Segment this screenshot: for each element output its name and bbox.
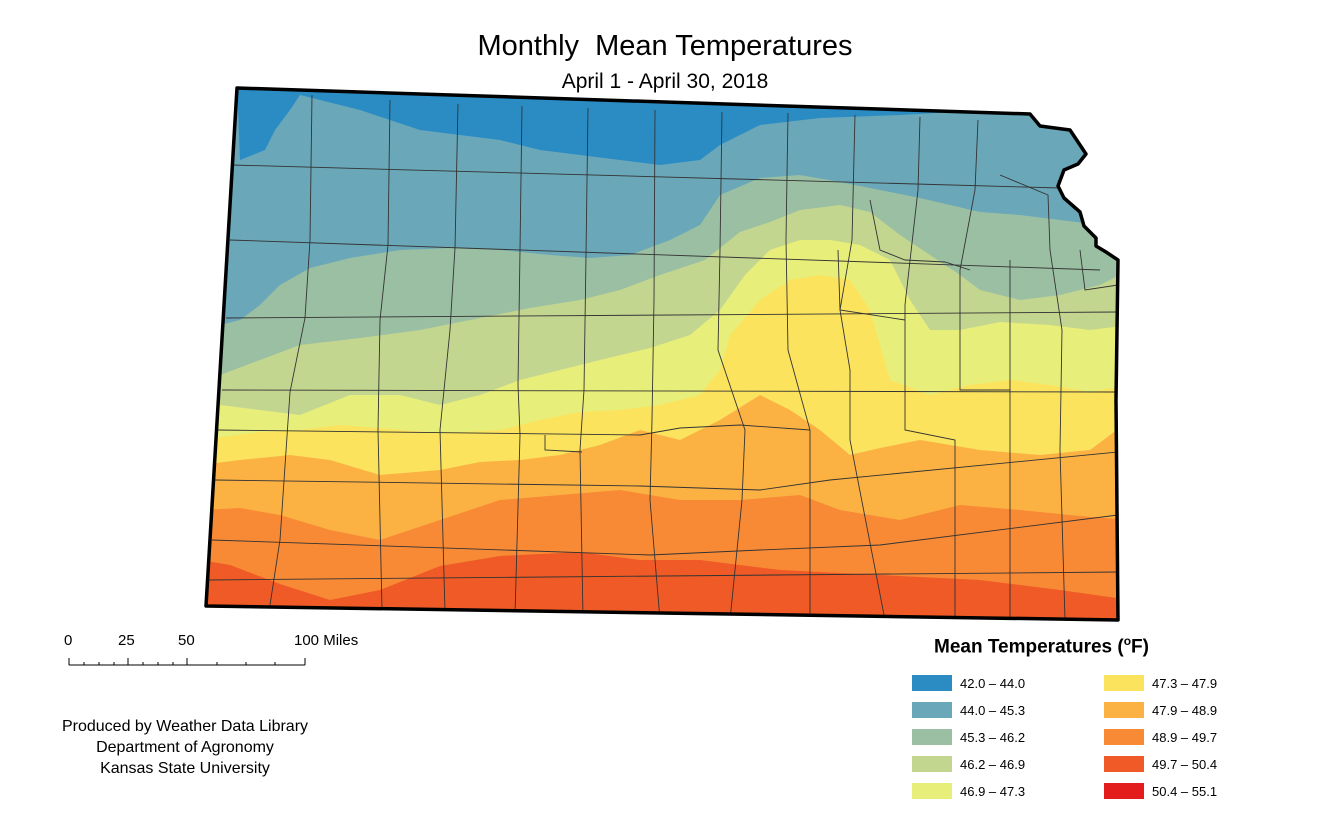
scale-tick-label: 25	[118, 632, 135, 649]
legend-label: 44.0 – 45.3	[960, 703, 1026, 718]
legend-label: 50.4 – 55.1	[1152, 784, 1218, 799]
credit-line: Department of Agronomy	[96, 739, 274, 756]
credit-block: Produced by Weather Data Library Departm…	[30, 716, 340, 779]
legend-swatch	[912, 729, 952, 745]
county-lines	[207, 94, 1118, 620]
credit-line: Kansas State University	[100, 760, 270, 777]
map-title: Monthly Mean Temperatures	[477, 30, 853, 62]
credit-line: Produced by Weather Data Library	[61, 718, 309, 735]
scale-tick-label: 50	[178, 632, 195, 649]
legend-title: Mean Temperatures (oF)	[934, 634, 1149, 658]
band-50-4-55-1	[522, 612, 578, 620]
legend-label: 47.9 – 48.9	[1152, 703, 1218, 718]
legend-swatch	[1104, 729, 1144, 745]
kansas-state-outline	[204, 86, 1120, 622]
legend-swatch	[912, 702, 952, 718]
legend-swatch	[912, 783, 952, 799]
scale-tick-label: 0	[64, 632, 73, 649]
legend-swatch	[1104, 675, 1144, 691]
legend-swatch	[912, 675, 952, 691]
scale-bar-graphic	[68, 658, 306, 666]
scale-tick-label: 100 Miles	[294, 632, 359, 649]
legend-swatch	[912, 756, 952, 772]
temperature-bands	[206, 88, 1118, 620]
legend-swatch	[1104, 756, 1144, 772]
legend-label: 45.3 – 46.2	[960, 730, 1026, 745]
legend-swatch	[1104, 702, 1144, 718]
legend-label: 48.9 – 49.7	[1152, 730, 1218, 745]
legend-swatch	[1104, 783, 1144, 799]
scale-bar: 0 25 50 100 Miles	[60, 632, 380, 672]
legend-label: 46.9 – 47.3	[960, 784, 1026, 799]
map-subtitle: April 1 - April 30, 2018	[561, 70, 769, 93]
legend-label: 46.2 – 46.9	[960, 757, 1026, 772]
legend-label: 47.3 – 47.9	[1152, 676, 1218, 691]
band-44-0-45-3	[206, 88, 1118, 330]
legend-label: 49.7 – 50.4	[1152, 757, 1218, 772]
legend-label: 42.0 – 44.0	[960, 676, 1026, 691]
